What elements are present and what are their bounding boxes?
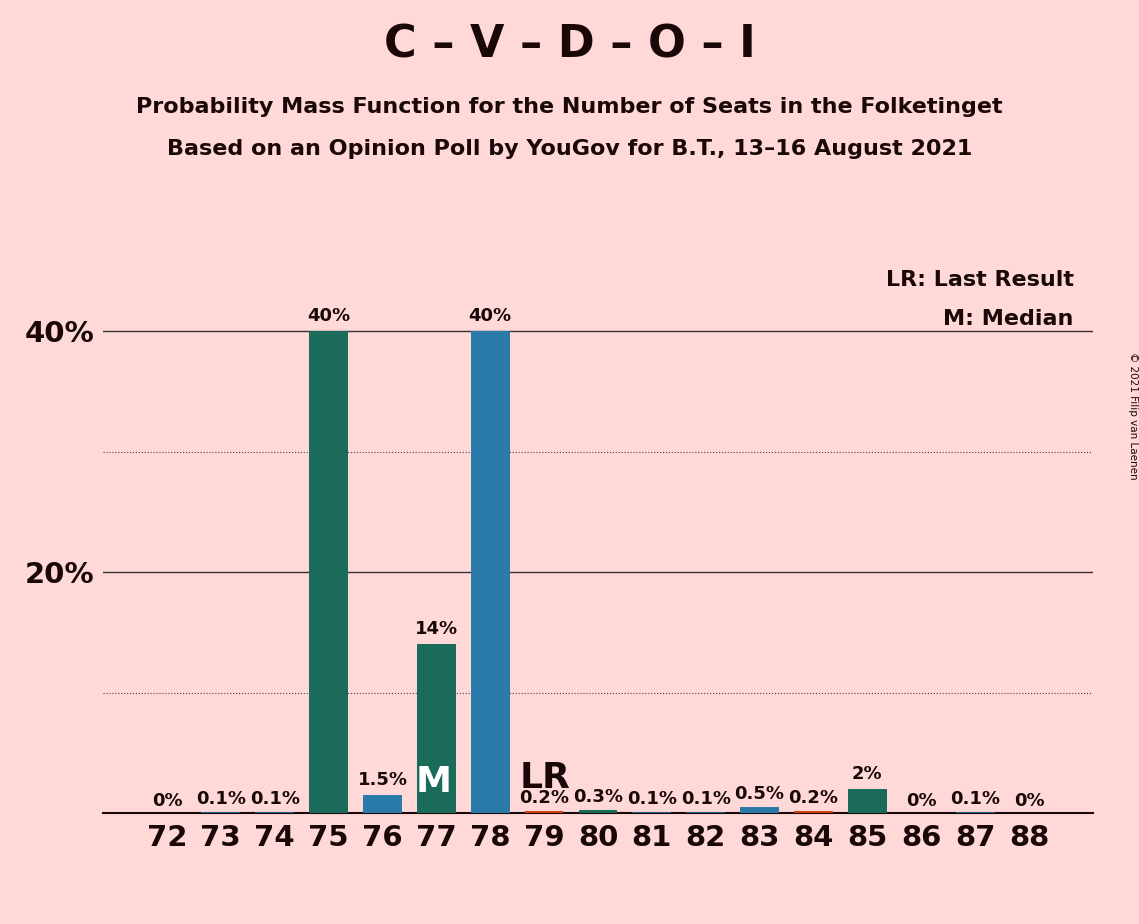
- Text: 0.1%: 0.1%: [950, 790, 1000, 808]
- Bar: [740, 807, 779, 813]
- Text: 0.1%: 0.1%: [626, 790, 677, 808]
- Bar: [309, 331, 349, 813]
- Text: M: Median: M: Median: [943, 309, 1074, 329]
- Text: Based on an Opinion Poll by YouGov for B.T., 13–16 August 2021: Based on an Opinion Poll by YouGov for B…: [166, 139, 973, 159]
- Text: M: M: [416, 765, 452, 798]
- Text: LR: Last Result: LR: Last Result: [886, 270, 1074, 290]
- Text: LR: LR: [519, 761, 571, 795]
- Bar: [202, 812, 240, 813]
- Text: 0.5%: 0.5%: [735, 785, 785, 804]
- Bar: [363, 795, 402, 813]
- Bar: [255, 812, 294, 813]
- Text: 0.1%: 0.1%: [196, 790, 246, 808]
- Bar: [687, 812, 726, 813]
- Text: 40%: 40%: [308, 307, 350, 325]
- Bar: [632, 812, 671, 813]
- Text: © 2021 Filip van Laenen: © 2021 Filip van Laenen: [1129, 352, 1138, 480]
- Bar: [847, 789, 887, 813]
- Text: Probability Mass Function for the Number of Seats in the Folketinget: Probability Mass Function for the Number…: [137, 97, 1002, 117]
- Bar: [525, 810, 564, 813]
- Text: 0.1%: 0.1%: [249, 790, 300, 808]
- Bar: [956, 812, 994, 813]
- Bar: [417, 644, 456, 813]
- Text: C – V – D – O – I: C – V – D – O – I: [384, 23, 755, 67]
- Bar: [470, 331, 509, 813]
- Text: 2%: 2%: [852, 765, 883, 783]
- Text: 40%: 40%: [468, 307, 511, 325]
- Text: 0%: 0%: [1014, 792, 1044, 809]
- Text: 0.3%: 0.3%: [573, 788, 623, 806]
- Text: 0%: 0%: [151, 792, 182, 809]
- Text: 14%: 14%: [415, 620, 458, 638]
- Text: 0%: 0%: [906, 792, 936, 809]
- Text: 0.1%: 0.1%: [681, 790, 731, 808]
- Bar: [579, 809, 617, 813]
- Bar: [794, 810, 833, 813]
- Text: 0.2%: 0.2%: [788, 789, 838, 807]
- Text: 0.2%: 0.2%: [519, 789, 570, 807]
- Text: 1.5%: 1.5%: [358, 771, 408, 789]
